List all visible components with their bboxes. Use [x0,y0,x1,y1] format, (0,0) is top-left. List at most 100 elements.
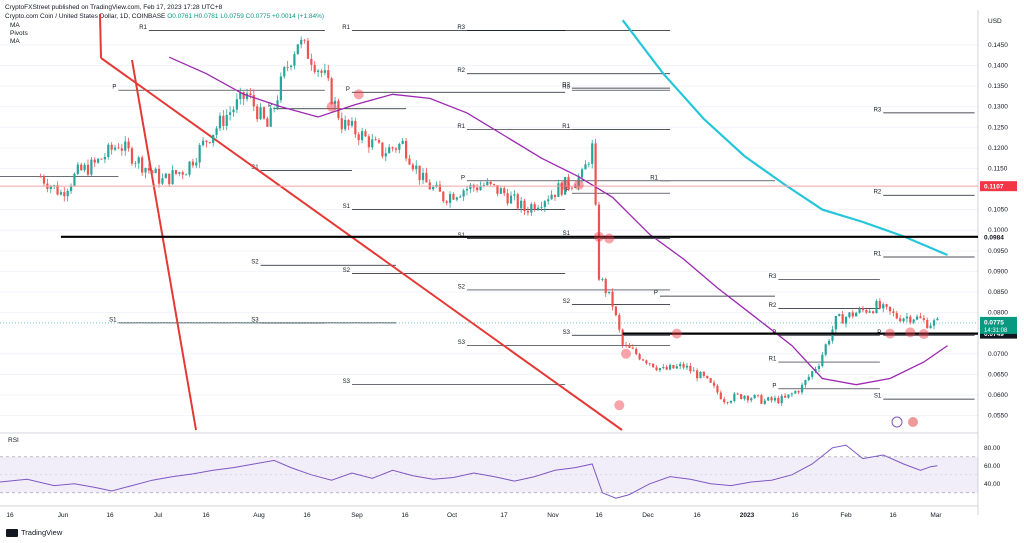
candle [645,359,648,365]
candle-body [154,168,157,174]
candle [218,112,222,131]
candle-body [171,170,174,185]
candle [73,172,76,187]
candle-body [814,368,817,372]
candle [520,197,523,213]
candle-body [83,164,86,171]
candle [794,390,797,394]
candle-body [198,145,201,163]
candle-body [276,100,279,108]
candle [895,310,898,320]
candle [425,167,428,183]
candle-body [855,312,858,317]
candle [526,206,530,216]
candle-body [63,192,66,197]
candle-body [232,109,235,113]
candle-body [909,316,912,323]
candle [317,69,320,78]
candle-body [736,393,739,395]
pivot-label: S2 [458,284,466,290]
candle-body [127,141,130,149]
event-flag-icon[interactable] [908,417,918,427]
candle [770,396,773,403]
candle [756,394,760,398]
candle-body [631,347,634,349]
candle-body [895,312,898,319]
candle [729,400,733,404]
candle-body [80,164,83,171]
candle-body [310,58,313,65]
candle [557,179,560,197]
candle [675,364,678,370]
candle-body [773,397,777,401]
candle [892,308,895,317]
x-tick-label: Nov [547,512,559,519]
candle-body [266,118,269,127]
candle [296,44,299,55]
x-tick-label: 16 [401,512,409,519]
pivot-label: R2 [769,303,777,309]
candle [858,306,861,314]
candle [391,146,394,152]
candle [320,69,323,78]
candle-body [790,393,793,395]
candle [831,325,834,344]
candle-body [394,148,398,150]
candle-body [354,121,357,135]
candle-body [438,184,442,192]
candle [888,306,892,315]
candle-body [882,304,885,309]
candle-body [59,192,63,195]
candle [797,390,800,395]
indicator-ma[interactable]: MA [10,22,20,29]
candle-body [550,194,553,200]
candle-body [364,131,367,137]
candle-body [919,316,922,319]
candle-body [262,107,266,119]
candle [340,112,343,134]
x-tick-label: Oct [447,512,457,519]
candle [624,341,628,348]
candle-body [871,311,875,314]
candle [861,305,865,313]
candle-body [432,186,435,190]
touch-marker [885,328,896,339]
candle-body [905,316,909,319]
candle-body [489,181,492,185]
candle [313,61,316,74]
candle [266,116,269,127]
candle-body [604,279,607,294]
candle-body [181,172,184,175]
indicator-pivots[interactable]: Pivots [10,30,28,37]
x-tick-label: 16 [202,512,210,519]
event-bolt-icon[interactable] [891,416,903,428]
candle [719,390,722,400]
candle-body [415,165,418,170]
indicator-ma-long[interactable]: MA [10,38,20,45]
candle-body [851,312,854,317]
rsi-label: RSI [8,437,19,444]
candle [584,160,587,170]
candle [655,365,658,372]
pivot-label: R3 [769,274,777,280]
pivot-label: R2 [874,190,882,196]
candle-body [76,164,79,174]
candle-body [719,392,722,400]
candle [513,189,516,201]
candle-body [726,402,729,404]
candle-body [506,193,509,204]
candle [652,363,655,368]
candle [371,133,374,150]
candle-body [323,70,326,73]
candle-body [807,376,810,381]
candle [110,142,113,155]
candle [777,395,780,405]
candle-body [445,201,448,203]
candle-body [93,159,96,163]
candle [496,184,499,197]
candle [120,143,123,156]
candle [506,189,509,206]
candle-body [141,157,144,173]
y-tick-label: 0.0550 [988,413,1008,420]
